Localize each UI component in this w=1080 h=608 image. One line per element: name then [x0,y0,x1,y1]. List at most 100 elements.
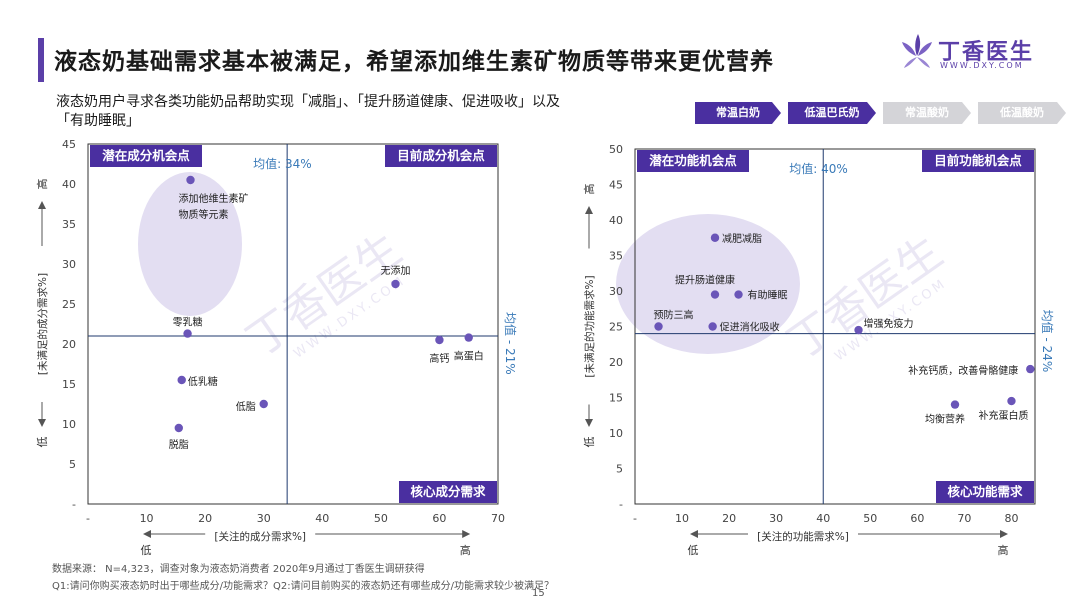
quadrant-top-left: 潜在成分机会点 [102,148,190,163]
data-point [710,233,720,242]
y-high-label: 高 [582,184,596,195]
y-tick-label: 30 [609,285,623,298]
data-point [654,322,663,331]
data-point-label: 预防三高 [654,309,694,322]
quadrant-top-right: 目前功能机会点 [934,153,1022,168]
data-point-label: 补充蛋白质 [978,409,1028,422]
plot-frame [87,143,499,505]
x-low-label: 低 [141,544,152,557]
quadrant-top-right-bg [385,145,497,167]
tab-ambient-white-milk[interactable]: 常温白奶 [695,102,781,124]
logo-url: WWW.DXY.COM [940,61,1024,70]
data-point-label: 促进消化吸收 [720,321,780,334]
y-tick-label: 30 [62,258,76,271]
y-tick-label: 10 [609,427,623,440]
x-tick-label: 60 [432,512,446,525]
page-title: 液态奶基础需求基本被满足，希望添加维生素矿物质等带来更优营养 [54,49,774,75]
plot-frame [634,148,1036,505]
data-point [391,279,400,289]
quadrant-bottom-right-bg [936,481,1034,503]
data-point [1007,396,1016,406]
x-low-label: 低 [688,544,699,557]
data-point-label: 脱脂 [169,438,189,451]
data-point-label: 无添加 [381,264,411,277]
data-point-label: 提升肠道健康 [675,274,735,287]
quadrant-top-right: 目前成分机会点 [397,148,485,163]
y-arrow-down-head [585,419,593,427]
x-arrow-right-head [1000,530,1008,538]
mean-x-label: 均值: 40% [789,161,848,176]
data-point-label: 添加他维生素矿 [179,192,249,205]
quadrant-bottom-right: 核心成分需求 [410,484,486,499]
y-tick-label: 20 [62,338,76,351]
y-tick-label: 10 [62,418,76,431]
y-tick-label: - [619,498,623,511]
y-tick-label: 5 [69,458,76,471]
y-tick-label: 45 [62,138,76,151]
data-point [854,325,863,335]
x-high-label: 高 [460,543,471,557]
x-high-label: 高 [998,543,1009,557]
data-point [708,322,717,331]
mean-y-label: 均值 - 24% [1040,310,1055,373]
x-tick-label: 50 [374,512,388,525]
x-tick-label: 30 [769,512,783,525]
survey-questions-note: Q1:请问你购买液态奶时出于哪些成分/功能需求？Q2:请问目前购买的液态奶还有哪… [52,581,554,592]
data-point [435,335,444,345]
data-point [710,290,720,299]
quadrant-top-left: 潜在功能机会点 [649,153,737,168]
quadrant-bottom-right: 核心功能需求 [947,484,1023,499]
data-point [186,175,195,185]
data-point [183,329,192,338]
data-point [177,375,186,385]
y-tick-label: 35 [62,218,76,231]
x-tick-label: 20 [722,512,736,525]
y-tick-label: 35 [609,250,623,263]
data-point-label: 低乳糖 [188,375,218,388]
data-point [174,423,183,433]
data-point-label: 补充钙质，改善骨骼健康 [908,364,1018,377]
data-point [1026,364,1035,374]
data-point [259,399,268,409]
quadrant-top-left-bg [637,150,749,172]
tab-pasteurized-milk[interactable]: 低温巴氏奶 [788,102,876,124]
tab-ambient-yogurt[interactable]: 常温酸奶 [883,102,971,124]
y-arrow-up-head [585,206,593,214]
y-tick-label: 40 [609,214,623,227]
subtitle-line-1: 液态奶用户寻求各类功能奶品帮助实现「减脂」、「提升肠道健康、促进吸收」以及 [56,94,560,110]
data-point-label: 物质等元素 [179,208,229,221]
y-tick-label: 25 [62,298,76,311]
data-point [950,400,960,409]
y-low-label: 低 [36,437,49,448]
x-tick-label: 30 [257,512,271,525]
x-arrow-left-head [690,530,698,538]
y-tick-label: 15 [62,378,76,391]
x-arrow-right-head [462,530,471,538]
x-tick-label: 70 [491,512,505,525]
y-low-label: 低 [583,437,596,448]
data-point-label: 零乳糖 [173,316,203,329]
y-tick-label: 40 [62,178,76,191]
y-tick-label: 5 [616,463,623,476]
data-point [464,333,473,342]
y-tick-label: - [72,498,76,511]
data-point [734,290,743,299]
opportunity-bubble [138,172,242,316]
y-tick-label: 15 [609,392,623,405]
x-tick-label: 10 [140,512,154,525]
x-axis-title: [关注的成分需求%] [214,530,306,543]
y-tick-label: 20 [609,356,623,369]
y-axis-title: [未满足的功能需求%] [583,275,596,377]
dxy-logo: 丁香医生 WWW.DXY.COM [900,32,1040,78]
quadrant-top-right-bg [922,150,1034,172]
y-arrow-up-head [38,201,46,209]
data-point-label: 减肥减脂 [722,232,762,245]
x-tick-label: 10 [675,512,689,525]
tab-chilled-yogurt[interactable]: 低温酸奶 [978,102,1066,124]
y-arrow-down-head [38,419,46,427]
y-tick-label: 25 [609,321,623,334]
